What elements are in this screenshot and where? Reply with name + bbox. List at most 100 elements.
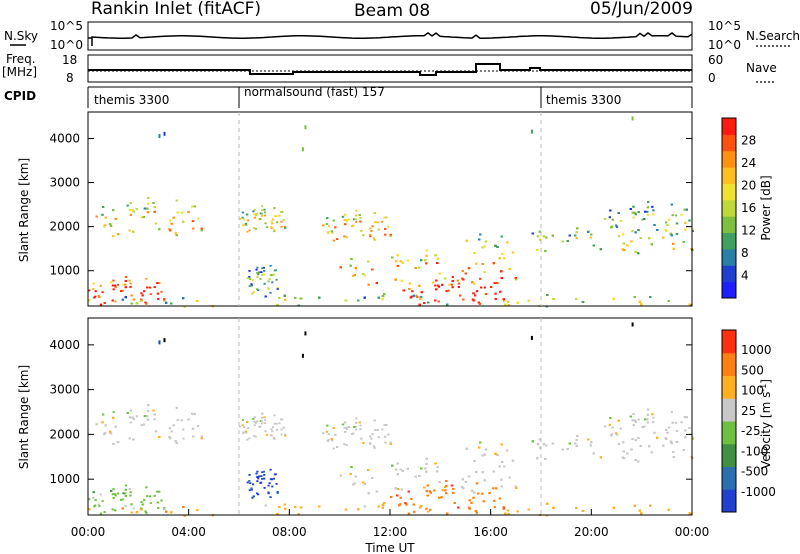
- heatmap-cell: [399, 468, 402, 471]
- heatmap-cell: [341, 423, 345, 426]
- heatmap-cell: [669, 232, 672, 235]
- heatmap-cell: [456, 279, 459, 282]
- heatmap-cell: [263, 211, 267, 214]
- heatmap-cell: [146, 207, 149, 210]
- heatmap-cell: [141, 294, 144, 297]
- heatmap-cell: [330, 438, 333, 440]
- heatmap-cell: [271, 222, 274, 225]
- heatmap-cell: [632, 205, 635, 208]
- heatmap-cell: [672, 247, 675, 250]
- heatmap-cell: [464, 481, 467, 483]
- heatmap-cell: [98, 296, 101, 298]
- heatmap-cell: [278, 506, 281, 508]
- heatmap-cell: [259, 278, 262, 280]
- heatmap-cell: [384, 233, 387, 236]
- heatmap-cell: [530, 129, 533, 134]
- heatmap-cell: [385, 216, 388, 219]
- heatmap-cell: [244, 430, 247, 433]
- heatmap-cell: [331, 231, 334, 234]
- heatmap-cell: [420, 467, 423, 470]
- velocity-colorbar-label: Velocity [m s-1]: [759, 379, 774, 469]
- heatmap-cell: [261, 267, 264, 270]
- heatmap-cell: [156, 282, 159, 284]
- heatmap-cell: [482, 500, 485, 503]
- heatmap-cell: [429, 491, 432, 494]
- power-colorbar: 28 24 20 16 12 8 4: [721, 117, 756, 299]
- heatmap-cell: [610, 225, 614, 228]
- colorbar-swatch: [722, 248, 736, 266]
- heatmap-cell: [691, 230, 694, 232]
- nsearch-label: N.Search: [746, 29, 800, 43]
- heatmap-cell: [538, 230, 541, 233]
- heatmap-cell: [394, 278, 397, 281]
- heatmap-cell: [248, 480, 251, 482]
- heatmap-cell: [409, 296, 412, 299]
- heatmap-cell: [425, 507, 428, 510]
- heatmap-cell: [373, 419, 376, 422]
- heatmap-cell: [396, 473, 399, 476]
- heatmap-cell: [353, 218, 356, 221]
- heatmap-cell: [407, 512, 411, 515]
- heatmap-cell: [120, 498, 123, 501]
- heatmap-cell: [637, 252, 640, 255]
- heatmap-cell: [341, 215, 345, 218]
- heatmap-cell: [622, 450, 625, 453]
- heatmap-cell: [479, 441, 482, 444]
- heatmap-cell: [363, 296, 366, 299]
- heatmap-cell: [425, 262, 428, 265]
- colorbar-tick: 16: [741, 201, 756, 215]
- heatmap-cell: [425, 249, 428, 252]
- heatmap-cell: [176, 211, 179, 214]
- heatmap-cell: [511, 251, 515, 254]
- heatmap-cell: [254, 214, 258, 217]
- heatmap-cell: [294, 506, 297, 508]
- ytick-label: 4000: [49, 338, 80, 352]
- velocity-yaxis: 1000 2000 3000 4000: [49, 338, 692, 486]
- heatmap-cell: [263, 208, 266, 211]
- heatmap-cell: [252, 291, 255, 293]
- heatmap-cell: [609, 417, 612, 419]
- heatmap-cell: [165, 301, 168, 304]
- heatmap-cell: [401, 261, 404, 264]
- heatmap-cell: [251, 496, 254, 499]
- heatmap-cell: [146, 211, 150, 214]
- heatmap-cell: [131, 209, 134, 211]
- heatmap-cell: [124, 276, 128, 278]
- heatmap-cell: [516, 301, 519, 304]
- heatmap-cell: [148, 495, 152, 498]
- heatmap-cell: [587, 438, 590, 441]
- heatmap-cell: [457, 282, 461, 285]
- heatmap-cell: [132, 438, 135, 441]
- heatmap-cell: [248, 276, 251, 278]
- heatmap-cell: [124, 495, 127, 497]
- heatmap-cell: [436, 257, 439, 260]
- heatmap-cell: [576, 435, 579, 437]
- heatmap-cell: [453, 502, 456, 504]
- heatmap-cell: [248, 270, 251, 272]
- heatmap-cell: [156, 501, 159, 504]
- heatmap-cell: [592, 244, 595, 247]
- heatmap-cell: [273, 269, 276, 272]
- heatmap-cell: [158, 282, 161, 284]
- heatmap-cell: [251, 292, 254, 295]
- heatmap-cell: [129, 214, 132, 216]
- heatmap-cell: [362, 273, 365, 275]
- heatmap-cell: [355, 214, 358, 217]
- heatmap-cell: [284, 434, 287, 437]
- heatmap-cell: [483, 453, 486, 456]
- colorbar-tick: -1000: [741, 485, 776, 499]
- heatmap-cell: [643, 425, 646, 428]
- heatmap-cell: [104, 216, 107, 219]
- heatmap-cell: [544, 250, 547, 252]
- heatmap-cell: [256, 476, 259, 478]
- heatmap-cell: [410, 498, 413, 500]
- heatmap-cell: [336, 238, 339, 240]
- heatmap-cell: [683, 416, 686, 419]
- heatmap-cell: [383, 424, 386, 426]
- heatmap-cell: [180, 211, 183, 214]
- heatmap-cell: [269, 468, 272, 471]
- heatmap-cell: [575, 237, 578, 239]
- heatmap-cell: [343, 443, 346, 446]
- heatmap-cell: [587, 230, 590, 233]
- nsky-tick-top: 10^5: [50, 19, 83, 33]
